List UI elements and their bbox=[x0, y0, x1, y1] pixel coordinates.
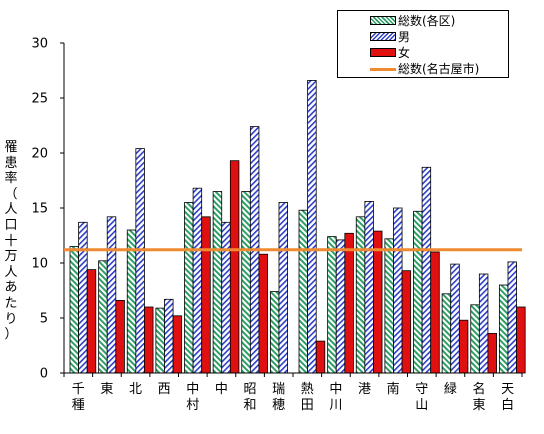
x-tick-label-4: 中村 bbox=[186, 382, 199, 413]
legend-label-total-ward: 総数(各区) bbox=[398, 14, 456, 28]
bar-total-10 bbox=[355, 216, 366, 374]
y-tick-label-5: 5 bbox=[40, 312, 48, 327]
bar-male-14 bbox=[478, 273, 489, 374]
legend-label-male: 男 bbox=[398, 30, 411, 44]
bar-male-11 bbox=[393, 207, 403, 374]
legend-label-nagoya-total: 総数(名古屋市) bbox=[398, 62, 480, 76]
bar-total-9 bbox=[327, 236, 337, 374]
x-tick-label-12: 守山 bbox=[415, 382, 428, 413]
bar-total-2 bbox=[126, 229, 137, 374]
bar-male-8 bbox=[307, 80, 317, 374]
bar-male-5 bbox=[221, 221, 231, 374]
legend-item-total-ward: 総数(各区) bbox=[338, 13, 508, 29]
legend-swatch-male bbox=[370, 32, 396, 41]
x-tick-label-10: 港 bbox=[358, 382, 371, 397]
y-tick-label-25: 25 bbox=[31, 92, 48, 107]
y-tick-label-20: 20 bbox=[31, 147, 48, 162]
bar-female-0 bbox=[86, 269, 97, 374]
x-tick-label-2: 北 bbox=[129, 382, 142, 397]
bar-female-8 bbox=[315, 340, 326, 374]
legend: 総数(各区) 男 女 総数(名古屋市) bbox=[337, 10, 509, 78]
y-tick-label-0: 0 bbox=[40, 367, 48, 382]
legend-swatch-female bbox=[370, 48, 396, 57]
x-tick-label-1: 東 bbox=[100, 381, 113, 397]
bar-female-3 bbox=[172, 315, 183, 374]
bar-male-12 bbox=[421, 166, 432, 374]
bar-total-13 bbox=[441, 293, 452, 374]
legend-item-nagoya-total: 総数(名古屋市) bbox=[338, 61, 508, 77]
bar-total-7 bbox=[269, 291, 280, 374]
bar-total-3 bbox=[155, 307, 165, 374]
bar-female-2 bbox=[144, 306, 154, 374]
x-tick-label-0: 千種 bbox=[72, 382, 85, 413]
bar-male-9 bbox=[335, 239, 346, 374]
bar-male-13 bbox=[450, 263, 460, 374]
x-tick-label-6: 昭和 bbox=[244, 382, 257, 413]
bar-total-6 bbox=[241, 191, 251, 374]
bar-female-12 bbox=[430, 251, 440, 374]
x-tick-label-5: 中 bbox=[215, 382, 228, 397]
bar-total-5 bbox=[212, 191, 223, 374]
bar-total-8 bbox=[298, 209, 309, 374]
x-tick-label-11: 南 bbox=[387, 381, 400, 397]
bar-female-13 bbox=[458, 319, 469, 374]
legend-item-male: 男 bbox=[338, 29, 508, 45]
bar-total-1 bbox=[98, 260, 108, 374]
bar-total-4 bbox=[184, 202, 194, 374]
bar-total-12 bbox=[413, 210, 423, 374]
x-tick-label-8: 熱田 bbox=[301, 382, 314, 413]
legend-item-female: 女 bbox=[338, 45, 508, 61]
y-tick-label-30: 30 bbox=[31, 37, 48, 52]
legend-line-nagoya-total bbox=[370, 68, 396, 71]
x-tick-label-9: 中川 bbox=[329, 382, 342, 413]
bar-total-14 bbox=[470, 304, 480, 374]
x-tick-label-7: 瑞穂 bbox=[272, 382, 285, 413]
legend-swatch-total-ward bbox=[370, 16, 396, 25]
bar-male-10 bbox=[364, 200, 374, 374]
bar-female-14 bbox=[487, 332, 497, 374]
bar-female-15 bbox=[516, 306, 526, 374]
bar-male-3 bbox=[164, 298, 174, 374]
bar-female-4 bbox=[201, 216, 211, 374]
bar-female-5 bbox=[229, 160, 240, 374]
bar-male-2 bbox=[135, 148, 145, 374]
bar-male-7 bbox=[278, 202, 288, 374]
bar-female-6 bbox=[258, 253, 268, 374]
bar-female-10 bbox=[373, 230, 383, 374]
bar-male-4 bbox=[192, 187, 203, 374]
x-tick-label-13: 緑 bbox=[444, 382, 457, 397]
legend-label-female: 女 bbox=[398, 46, 411, 60]
bar-female-9 bbox=[344, 232, 354, 374]
y-tick-label-10: 10 bbox=[31, 257, 48, 272]
bar-total-0 bbox=[69, 246, 80, 374]
bar-male-15 bbox=[507, 261, 517, 374]
x-tick-label-3: 西 bbox=[158, 382, 171, 397]
bar-female-11 bbox=[401, 270, 412, 374]
y-tick-label-15: 15 bbox=[31, 202, 48, 217]
x-tick-label-14: 名東 bbox=[473, 381, 486, 413]
bar-male-1 bbox=[106, 216, 117, 374]
bar-male-0 bbox=[78, 221, 88, 374]
bar-female-1 bbox=[115, 299, 125, 374]
y-axis-label: 罹患率（人口十万人あたり） bbox=[4, 140, 18, 343]
bar-total-11 bbox=[384, 238, 394, 374]
bar-total-15 bbox=[498, 284, 509, 374]
x-tick-label-15: 天白 bbox=[501, 382, 514, 413]
